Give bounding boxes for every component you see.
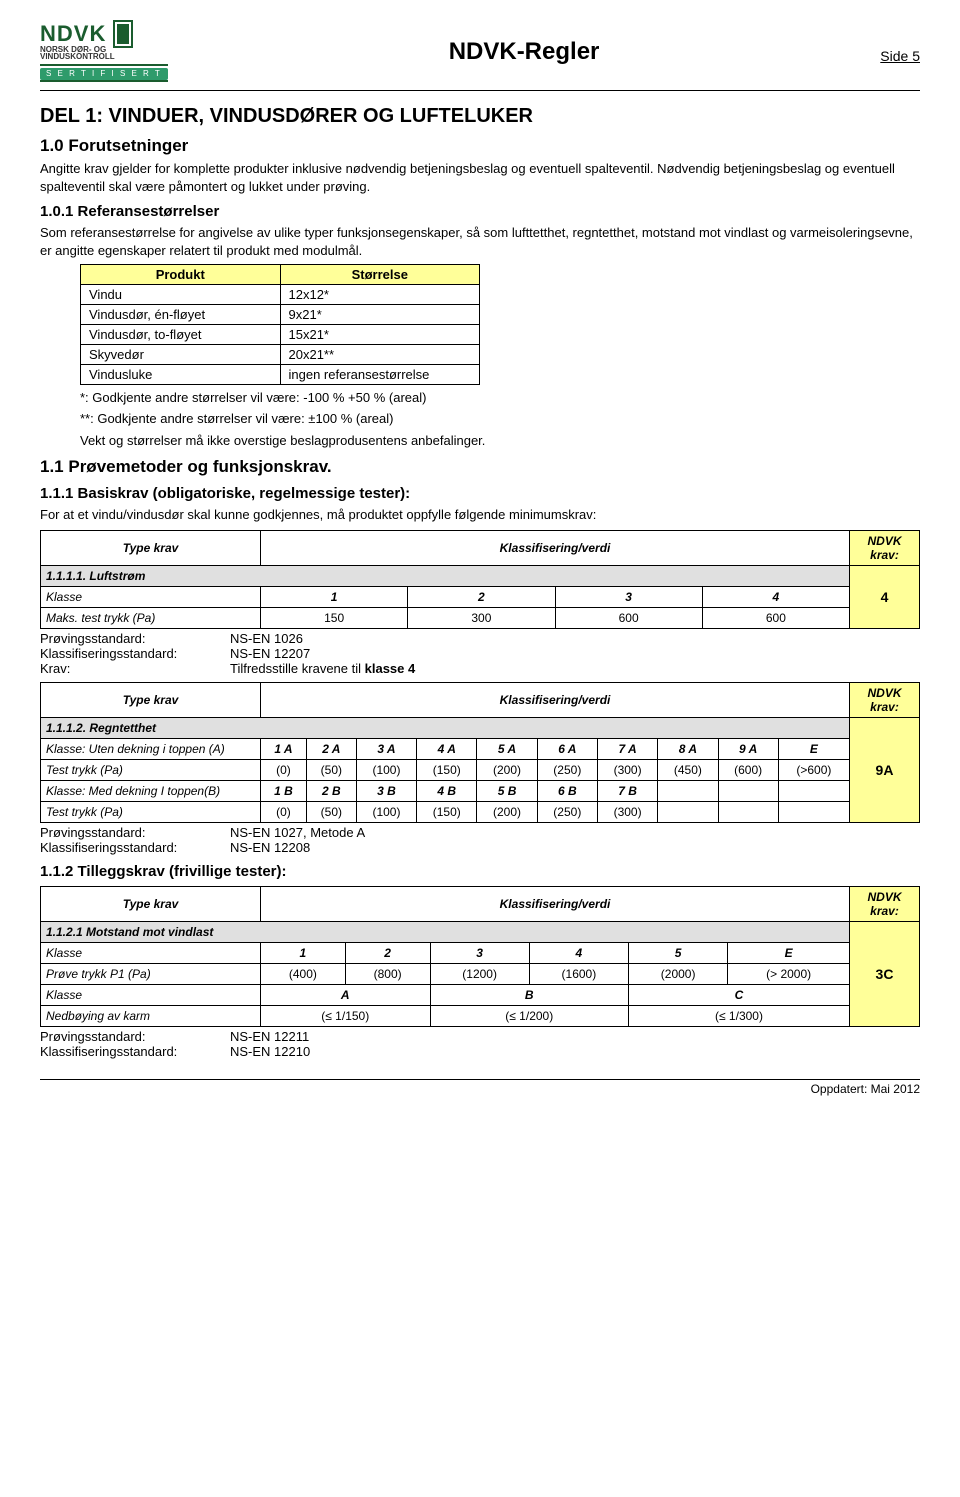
note-2: **: Godkjente andre størrelser vil være:… (80, 410, 920, 428)
product-table: Produkt Størrelse Vindu12x12* Vindusdør,… (80, 264, 480, 385)
regntetthet-table: Type krav Klassifisering/verdi NDVK krav… (40, 682, 920, 823)
regn-standards: Prøvingsstandard:NS-EN 1027, Metode A Kl… (40, 825, 920, 855)
hdr-type: Type krav (41, 682, 261, 717)
hdr-ndvk: NDVK krav: (850, 886, 920, 921)
logo-text: NDVK (40, 22, 106, 46)
note-1: *: Godkjente andre størrelser vil være: … (80, 389, 920, 407)
luftstrom-table: Type krav Klassifisering/verdi NDVK krav… (40, 530, 920, 629)
luftstrom-ndvk: 4 (850, 565, 920, 628)
logo-sub2: VINDUSKONTROLL (40, 53, 168, 62)
header: NDVK NORSK DØR- OG VINDUSKONTROLL S E R … (40, 20, 920, 82)
table-row: Skyvedør20x21** (81, 344, 480, 364)
product-table-block: Produkt Størrelse Vindu12x12* Vindusdør,… (80, 264, 920, 450)
h-1-0: 1.0 Forutsetninger (40, 136, 920, 156)
h-1-0-1: 1.0.1 Referansestørrelser (40, 203, 920, 220)
hdr-klass: Klassifisering/verdi (261, 886, 850, 921)
hdr-klass: Klassifisering/verdi (261, 682, 850, 717)
vind-standards: Prøvingsstandard:NS-EN 12211 Klassifiser… (40, 1029, 920, 1059)
cert-badge: S E R T I F I S E R T (40, 68, 168, 81)
footer: Oppdatert: Mai 2012 (40, 1079, 920, 1096)
table-row: Vindusdør, to-fløyet15x21* (81, 324, 480, 344)
page-number: Side 5 (880, 48, 920, 64)
hdr-type: Type krav (41, 530, 261, 565)
section-title: DEL 1: VINDUER, VINDUSDØRER OG LUFTELUKE… (40, 105, 920, 128)
doc-title: NDVK-Regler (168, 38, 881, 66)
page: NDVK NORSK DØR- OG VINDUSKONTROLL S E R … (0, 0, 960, 1116)
table-row: Vindu12x12* (81, 284, 480, 304)
luftstrom-title: 1.1.1.1. Luftstrøm (41, 565, 850, 586)
table-row: Vindusdør, én-fløyet9x21* (81, 304, 480, 324)
regn-title: 1.1.1.2. Regntetthet (41, 717, 850, 738)
table-row: Vinduslukeingen referansestørrelse (81, 364, 480, 384)
col-produkt: Produkt (81, 264, 281, 284)
vindlast-table: Type krav Klassifisering/verdi NDVK krav… (40, 886, 920, 1027)
header-rule (40, 90, 920, 91)
row-klasse: Klasse (41, 586, 261, 607)
door-icon (112, 20, 134, 48)
footer-updated: Oppdatert: Mai 2012 (811, 1082, 920, 1096)
h-1-1-2: 1.1.2 Tilleggskrav (frivillige tester): (40, 863, 920, 880)
hdr-ndvk: NDVK krav: (850, 682, 920, 717)
col-storrelse: Størrelse (280, 264, 480, 284)
h-1-1: 1.1 Prøvemetoder og funksjonskrav. (40, 457, 920, 477)
hdr-klass: Klassifisering/verdi (261, 530, 850, 565)
hdr-type: Type krav (41, 886, 261, 921)
regn-ndvk: 9A (850, 717, 920, 822)
note-3: Vekt og størrelser må ikke overstige bes… (80, 432, 920, 450)
h-1-1-1: 1.1.1 Basiskrav (obligatoriske, regelmes… (40, 485, 920, 502)
para-forutsetninger: Angitte krav gjelder for komplette produ… (40, 160, 920, 195)
para-ref: Som referansestørrelse for angivelse av … (40, 224, 920, 259)
vind-ndvk: 3C (850, 921, 920, 1026)
hdr-ndvk: NDVK krav: (850, 530, 920, 565)
row-maks-trykk: Maks. test trykk (Pa) (41, 607, 261, 628)
vind-title: 1.1.2.1 Motstand mot vindlast (41, 921, 850, 942)
luftstrom-standards: Prøvingsstandard:NS-EN 1026 Klassifiseri… (40, 631, 920, 676)
logo: NDVK NORSK DØR- OG VINDUSKONTROLL S E R … (40, 20, 168, 82)
para-basiskrav: For at et vindu/vindusdør skal kunne god… (40, 506, 920, 524)
